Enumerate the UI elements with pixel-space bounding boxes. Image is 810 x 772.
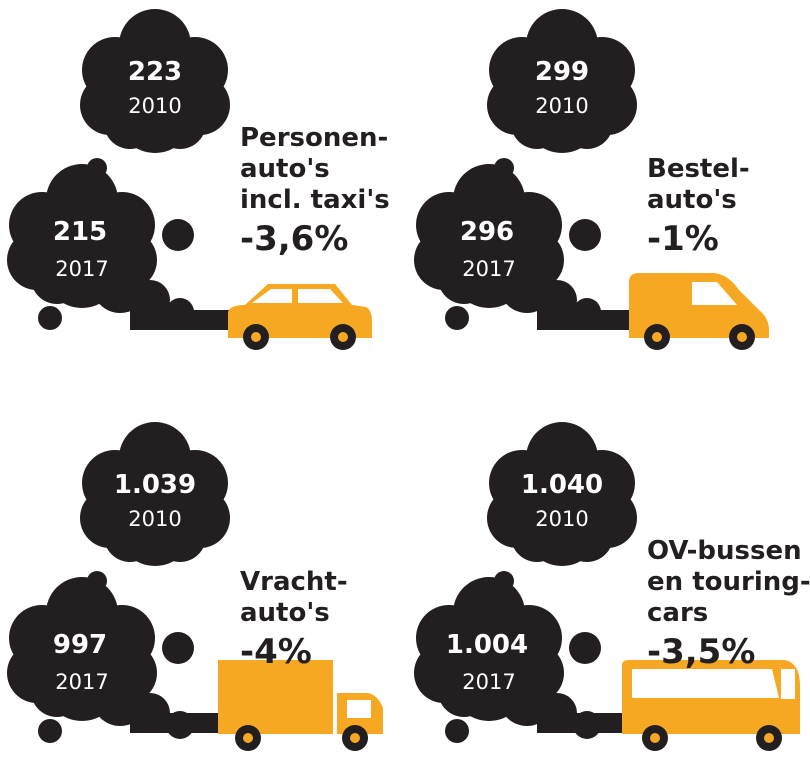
label: 1.040: [521, 470, 603, 500]
smoke-trail: [537, 310, 637, 330]
label: 997: [53, 630, 107, 660]
smoke-puff: [494, 571, 514, 591]
smoke-puff: [511, 510, 563, 562]
vehicle-label: incl. taxi's: [240, 185, 390, 215]
vehicle-label: Bestel-: [647, 154, 750, 184]
change: -4%: [240, 632, 312, 672]
label: 223: [128, 57, 182, 87]
smoke-puff: [104, 97, 156, 149]
smoke-puff: [154, 510, 206, 562]
label: 1.039: [114, 470, 196, 500]
label: 296: [460, 217, 514, 247]
vehicle-label: auto's: [240, 598, 330, 628]
smoke-puff: [445, 306, 469, 330]
smoke-puff: [87, 571, 107, 591]
smoke-puff: [31, 252, 83, 304]
smoke-puff: [104, 510, 156, 562]
panel: 1.039 2010 997 2017 Vracht-auto's -4%: [7, 422, 383, 751]
vehicle-label: auto's: [647, 185, 737, 215]
vehicle-label: auto's: [240, 154, 330, 184]
label: 299: [535, 57, 589, 87]
label: 2017: [55, 257, 108, 281]
vehicle-label: cars: [647, 598, 708, 628]
smoke-puff: [87, 158, 107, 178]
label: 2017: [462, 670, 515, 694]
label: 1.004: [446, 630, 528, 660]
vehicle-label: Vracht-: [240, 567, 348, 597]
smoke-puff: [38, 306, 62, 330]
smoke-puff: [438, 665, 490, 717]
vehicle-label: Personen-: [240, 123, 388, 153]
smoke-puff: [561, 97, 613, 149]
bus: [622, 660, 800, 751]
smoke-puff: [494, 158, 514, 178]
smoke-puff: [445, 719, 469, 743]
label: 2010: [128, 94, 181, 118]
label: 215: [53, 217, 107, 247]
label: 2010: [535, 507, 588, 531]
smoke-puff: [438, 252, 490, 304]
change: -3,6%: [240, 219, 348, 259]
label: 2010: [535, 94, 588, 118]
smoke-puff: [154, 97, 206, 149]
smoke: [414, 422, 637, 743]
smoke-puff: [31, 665, 83, 717]
vehicle-label: en touring-: [647, 567, 810, 597]
car: [228, 284, 372, 350]
smoke-trail: [130, 310, 230, 330]
panel: 299 2010 296 2017 Bestel-auto's -1%: [414, 9, 769, 350]
smoke-puff: [162, 632, 194, 664]
smoke-trail: [537, 713, 637, 733]
van: [629, 273, 769, 350]
smoke: [7, 422, 230, 743]
label: 2010: [128, 507, 181, 531]
label: 2017: [462, 257, 515, 281]
change: -1%: [647, 219, 719, 259]
smoke-puff: [569, 219, 601, 251]
smoke: [414, 9, 637, 330]
smoke: [7, 9, 230, 330]
truck: [218, 660, 383, 751]
smoke-puff: [569, 632, 601, 664]
vehicle-label: OV-bussen: [647, 536, 802, 566]
smoke-puff: [561, 510, 613, 562]
change: -3,5%: [647, 632, 755, 672]
label: 2017: [55, 670, 108, 694]
smoke-puff: [511, 97, 563, 149]
smoke-puff: [162, 219, 194, 251]
smoke-puff: [38, 719, 62, 743]
smoke-trail: [130, 713, 230, 733]
